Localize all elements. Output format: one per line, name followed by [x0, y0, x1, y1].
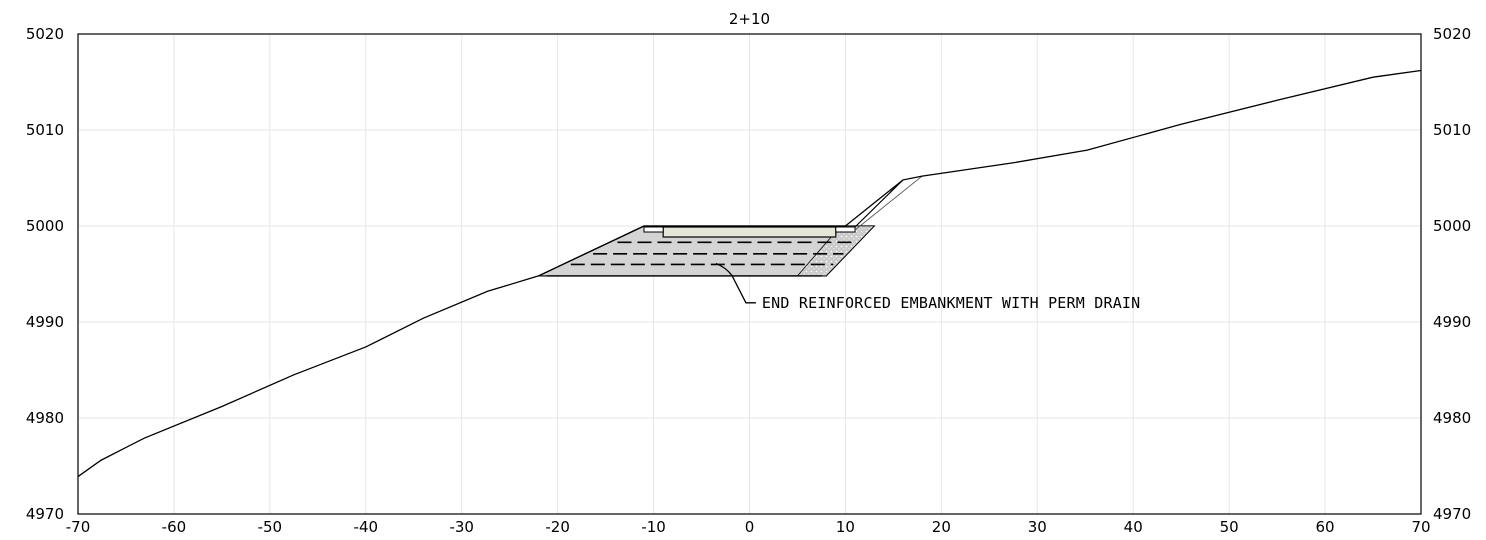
annotation-label: END REINFORCED EMBANKMENT WITH PERM DRAI…: [762, 294, 1140, 312]
pavement-slab: [662, 226, 837, 238]
y-tick-label-right: 5010: [1433, 121, 1471, 139]
cut-slope-line: [854, 175, 923, 231]
y-tick-label-left: 4980: [26, 409, 64, 427]
x-tick-label: 20: [932, 518, 951, 536]
y-tick-label-right: 5000: [1433, 217, 1471, 235]
x-tick-label: -30: [449, 518, 474, 536]
x-tick-label: -70: [66, 518, 91, 536]
y-tick-label-right: 4980: [1433, 409, 1471, 427]
shoulder-left: [643, 226, 664, 233]
y-tick-labels-left: 4970 4980 4990 5000 5010 5020: [26, 25, 64, 523]
y-tick-label-left: 5000: [26, 217, 64, 235]
station-title: 2+10: [729, 10, 770, 28]
y-tick-label-left: 5010: [26, 121, 64, 139]
ground-profile-line: [77, 69, 1422, 478]
x-tick-label: 60: [1316, 518, 1335, 536]
y-tick-label-left: 4990: [26, 313, 64, 331]
annotation-group: END REINFORCED EMBANKMENT WITH PERM DRAI…: [715, 262, 1140, 312]
x-tick-labels: -70 -60 -50 -40 -30 -20 -10 0 10 20 30 40 50 60 70: [66, 518, 1431, 536]
cut-slope-line: [854, 179, 904, 228]
grid-lines: [78, 34, 1421, 514]
y-tick-label-left: 5020: [26, 25, 64, 43]
x-tick-label: 30: [1028, 518, 1047, 536]
reinforced-embankment: [538, 175, 923, 277]
y-tick-label-left: 4970: [26, 505, 64, 523]
shoulder-right: [835, 226, 856, 233]
x-tick-label: 10: [836, 518, 855, 536]
x-tick-label: 0: [745, 518, 755, 536]
annotation-leader-line: [715, 262, 756, 304]
x-tick-label: 40: [1124, 518, 1143, 536]
plot-frame: [77, 33, 1422, 515]
y-tick-label-right: 4990: [1433, 313, 1471, 331]
x-tick-label: -60: [162, 518, 187, 536]
x-tick-label: -10: [641, 518, 666, 536]
x-tick-label: 50: [1220, 518, 1239, 536]
x-tick-label: -20: [545, 518, 570, 536]
x-tick-label: -50: [258, 518, 283, 536]
y-tick-label-right: 5020: [1433, 25, 1471, 43]
x-tick-label: 70: [1411, 518, 1430, 536]
y-tick-label-right: 4970: [1433, 505, 1471, 523]
x-tick-label: -40: [354, 518, 379, 536]
y-tick-labels-right: 4970 4980 4990 5000 5010 5020: [1433, 25, 1471, 523]
